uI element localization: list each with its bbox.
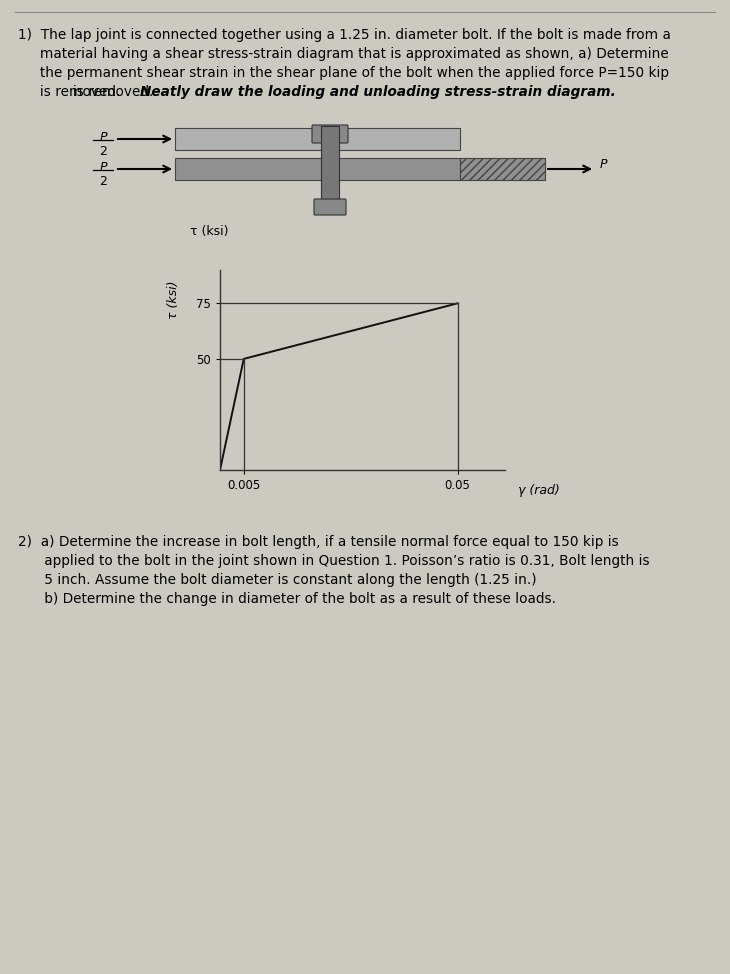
Bar (175, 128, 460, 150)
Text: is removed.: is removed. (51, 85, 158, 99)
Text: τ (ksi): τ (ksi) (190, 225, 228, 238)
Bar (175, 158, 460, 180)
Text: 1)  The lap joint is connected together using a 1.25 in. diameter bolt. If the b: 1) The lap joint is connected together u… (18, 28, 671, 42)
FancyBboxPatch shape (314, 199, 346, 215)
Text: Neatly draw the loading and unloading stress-strain diagram.: Neatly draw the loading and unloading st… (140, 85, 615, 99)
Text: the permanent shear strain in the shear plane of the bolt when the applied force: the permanent shear strain in the shear … (18, 66, 669, 80)
Text: P: P (600, 159, 607, 171)
Text: P: P (99, 161, 107, 174)
X-axis label: γ (rad): γ (rad) (518, 484, 560, 497)
Bar (321, 126, 339, 200)
Text: 2)  a) Determine the increase in bolt length, if a tensile normal force equal to: 2) a) Determine the increase in bolt len… (18, 535, 619, 549)
Text: P: P (99, 131, 107, 144)
Text: material having a shear stress-strain diagram that is approximated as shown, a) : material having a shear stress-strain di… (18, 47, 669, 61)
FancyBboxPatch shape (312, 125, 348, 143)
Text: 2: 2 (99, 175, 107, 188)
Text: is removed.: is removed. (18, 85, 125, 99)
Text: 2: 2 (99, 145, 107, 158)
Text: 5 inch. Assume the bolt diameter is constant along the length (1.25 in.): 5 inch. Assume the bolt diameter is cons… (18, 573, 537, 587)
Text: applied to the bolt in the joint shown in Question 1. Poisson’s ratio is 0.31, B: applied to the bolt in the joint shown i… (18, 554, 650, 568)
Bar (460, 158, 545, 180)
Y-axis label: τ (ksi): τ (ksi) (167, 281, 180, 319)
Text: b) Determine the change in diameter of the bolt as a result of these loads.: b) Determine the change in diameter of t… (18, 592, 556, 606)
